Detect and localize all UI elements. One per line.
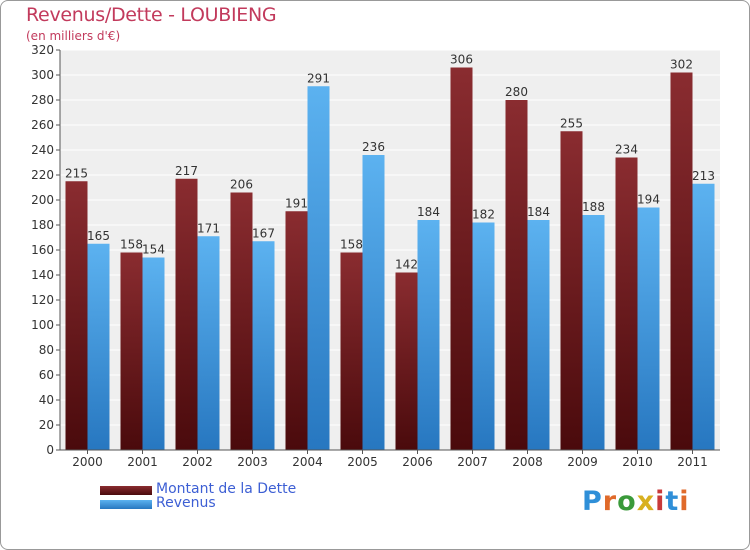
data-label: 215 bbox=[65, 166, 88, 180]
logo-letter: P bbox=[582, 486, 603, 517]
x-tick-label: 2007 bbox=[457, 455, 488, 469]
y-tick-label: 280 bbox=[31, 93, 54, 107]
bar-revenus bbox=[692, 183, 715, 450]
x-tick-label: 2010 bbox=[622, 455, 653, 469]
bar-dette bbox=[340, 252, 363, 450]
bar-dette bbox=[175, 178, 198, 450]
y-tick-label: 320 bbox=[31, 43, 54, 57]
y-tick-label: 100 bbox=[31, 318, 54, 332]
legend-label-debt: Montant de la Dette bbox=[156, 481, 297, 497]
x-axis: 2000 2001 2002 2003 2004 2005 2006 2007 2008 2009… bbox=[60, 449, 720, 469]
y-tick-label: 20 bbox=[39, 418, 54, 432]
data-label: 194 bbox=[637, 193, 660, 207]
bar-dette bbox=[450, 67, 473, 450]
bar-revenus bbox=[307, 86, 330, 450]
data-label: 188 bbox=[582, 200, 605, 214]
bar-revenus bbox=[252, 241, 275, 450]
data-label: 191 bbox=[285, 196, 308, 210]
data-label: 306 bbox=[450, 53, 473, 67]
data-label: 280 bbox=[505, 85, 528, 99]
logo-letter: r bbox=[602, 486, 618, 517]
data-label: 165 bbox=[87, 229, 110, 243]
logo-letter: o bbox=[617, 486, 637, 517]
data-label: 302 bbox=[670, 58, 693, 72]
y-tick-label: 260 bbox=[31, 118, 54, 132]
bar-revenus bbox=[362, 155, 385, 450]
chart-title: Revenus/Dette - LOUBIENG bbox=[26, 4, 277, 26]
y-axis: 0 20 40 60 80 100 120 140 160 180 200 220 240 260 280 3… bbox=[31, 43, 61, 457]
bar-dette bbox=[285, 211, 308, 450]
bar-dette bbox=[615, 157, 638, 450]
data-label: 182 bbox=[472, 208, 495, 222]
bar-dette bbox=[395, 272, 418, 450]
y-tick-label: 300 bbox=[31, 68, 54, 82]
x-tick-label: 2011 bbox=[677, 455, 708, 469]
data-label: 184 bbox=[527, 205, 550, 219]
data-label: 154 bbox=[142, 243, 165, 257]
data-label: 184 bbox=[417, 205, 440, 219]
bar-revenus bbox=[142, 257, 165, 450]
bar-dette bbox=[505, 100, 528, 450]
bar-dette bbox=[560, 131, 583, 450]
data-label: 291 bbox=[307, 71, 330, 85]
data-label: 236 bbox=[362, 140, 385, 154]
y-tick-label: 200 bbox=[31, 193, 54, 207]
y-tick-label: 240 bbox=[31, 143, 54, 157]
y-tick-label: 80 bbox=[39, 343, 54, 357]
data-label: 158 bbox=[340, 238, 363, 252]
bar-revenus bbox=[197, 236, 220, 450]
bar-revenus bbox=[472, 222, 495, 450]
legend-swatch-debt bbox=[100, 486, 152, 495]
y-tick-label: 0 bbox=[46, 443, 54, 457]
legend-label-revenus: Revenus bbox=[156, 495, 216, 511]
data-label: 171 bbox=[197, 221, 220, 235]
data-label: 234 bbox=[615, 143, 638, 157]
proxiti-logo: Proxiti bbox=[582, 486, 690, 517]
x-tick-label: 2008 bbox=[512, 455, 543, 469]
y-tick-label: 60 bbox=[39, 368, 54, 382]
data-label: 206 bbox=[230, 178, 253, 192]
bar-revenus bbox=[87, 243, 110, 450]
legend-swatch-revenus bbox=[100, 500, 152, 509]
x-tick-label: 2002 bbox=[182, 455, 213, 469]
y-tick-label: 40 bbox=[39, 393, 54, 407]
bar-dette bbox=[230, 192, 253, 450]
bar-revenus bbox=[527, 220, 550, 450]
data-label: 167 bbox=[252, 226, 275, 240]
bar-revenus bbox=[582, 215, 605, 450]
logo-letter: t bbox=[665, 486, 680, 517]
y-tick-label: 180 bbox=[31, 218, 54, 232]
bar-dette bbox=[120, 252, 143, 450]
bar-dette bbox=[65, 181, 88, 450]
data-label: 255 bbox=[560, 116, 583, 130]
x-tick-label: 2000 bbox=[72, 455, 103, 469]
logo-letter: i bbox=[679, 486, 690, 517]
y-tick-label: 160 bbox=[31, 243, 54, 257]
chart-subtitle: (en milliers d'€) bbox=[26, 29, 121, 43]
y-tick-label: 120 bbox=[31, 293, 54, 307]
bar-dette bbox=[670, 72, 693, 450]
y-tick-label: 220 bbox=[31, 168, 54, 182]
x-tick-label: 2009 bbox=[567, 455, 598, 469]
x-tick-label: 2005 bbox=[347, 455, 378, 469]
logo-letter: i bbox=[655, 486, 666, 517]
x-tick-label: 2004 bbox=[292, 455, 323, 469]
y-tick-label: 140 bbox=[31, 268, 54, 282]
data-label: 142 bbox=[395, 258, 418, 272]
x-tick-label: 2001 bbox=[127, 455, 158, 469]
bar-revenus bbox=[637, 207, 660, 450]
x-tick-label: 2003 bbox=[237, 455, 268, 469]
data-label: 217 bbox=[175, 164, 198, 178]
data-label: 213 bbox=[692, 169, 715, 183]
logo-letter: x bbox=[636, 486, 656, 517]
x-tick-label: 2006 bbox=[402, 455, 433, 469]
bar-revenus bbox=[417, 220, 440, 450]
data-label: 158 bbox=[120, 238, 143, 252]
